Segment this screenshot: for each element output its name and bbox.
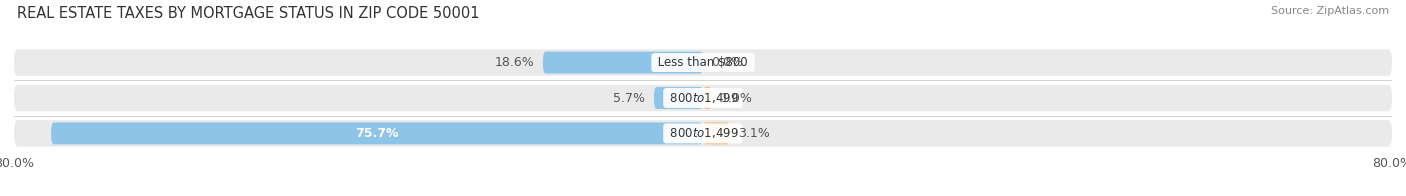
FancyBboxPatch shape	[703, 122, 730, 144]
Text: 1.0%: 1.0%	[720, 92, 752, 104]
FancyBboxPatch shape	[14, 49, 1392, 76]
Text: $800 to $1,499: $800 to $1,499	[666, 126, 740, 140]
Text: 18.6%: 18.6%	[495, 56, 534, 69]
Text: $800 to $1,499: $800 to $1,499	[666, 91, 740, 105]
Text: 75.7%: 75.7%	[356, 127, 399, 140]
Text: 5.7%: 5.7%	[613, 92, 645, 104]
FancyBboxPatch shape	[14, 85, 1392, 111]
FancyBboxPatch shape	[703, 87, 711, 109]
FancyBboxPatch shape	[14, 120, 1392, 147]
Text: 0.0%: 0.0%	[711, 56, 744, 69]
FancyBboxPatch shape	[543, 52, 703, 74]
FancyBboxPatch shape	[51, 122, 703, 144]
Text: Source: ZipAtlas.com: Source: ZipAtlas.com	[1271, 6, 1389, 16]
Text: 3.1%: 3.1%	[738, 127, 770, 140]
Text: REAL ESTATE TAXES BY MORTGAGE STATUS IN ZIP CODE 50001: REAL ESTATE TAXES BY MORTGAGE STATUS IN …	[17, 6, 479, 21]
FancyBboxPatch shape	[654, 87, 703, 109]
Text: Less than $800: Less than $800	[654, 56, 752, 69]
